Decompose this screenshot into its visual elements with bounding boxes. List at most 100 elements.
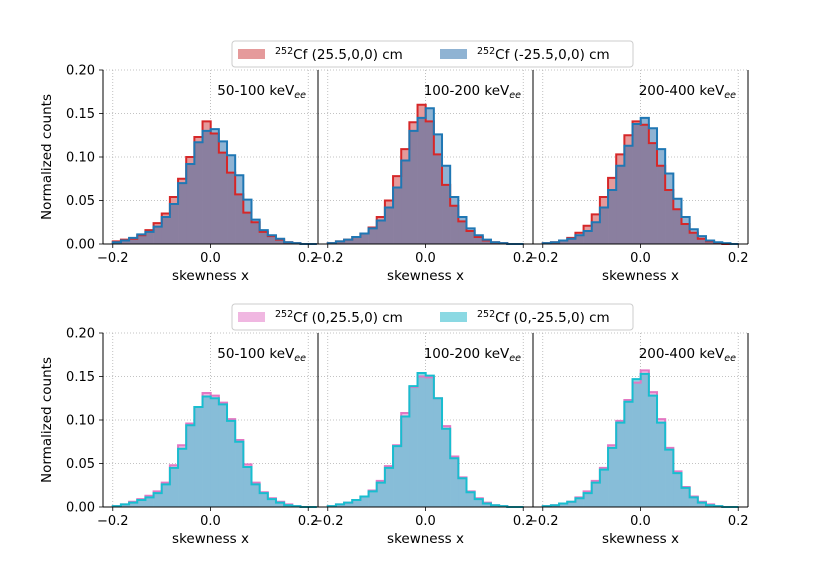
hist-bar-overlap (442, 428, 451, 507)
hist-bar-overlap (227, 172, 236, 244)
hist-bar-overlap (648, 395, 658, 507)
y-tick-label: 0.05 (66, 194, 95, 209)
y-tick-label: 0.10 (66, 414, 95, 429)
hist-bar-series-a (376, 217, 386, 221)
hist-bar-overlap (689, 497, 699, 507)
legend-entry-label: 252Cf (25.5,0,0) cm (275, 46, 403, 63)
panel-label: 200-400 keVee (639, 83, 736, 101)
hist-bar-overlap (169, 203, 179, 244)
hist-bar-series-a (640, 370, 650, 374)
hist-bar-overlap (137, 500, 146, 507)
hist-bar-series-b (417, 373, 426, 377)
legend-text: Cf (25.5,0,0) cm (293, 47, 403, 63)
hist-bar-overlap (401, 160, 410, 244)
x-tick-label: 0.2 (728, 251, 749, 266)
legend-frame (231, 303, 634, 331)
hist-bar-overlap (458, 478, 467, 507)
panel-label: 100-200 keVee (424, 83, 521, 101)
hist-bar-overlap (137, 235, 146, 244)
panel-label: 50-100 keVee (217, 346, 306, 364)
hist-bar-overlap (657, 165, 666, 244)
hist-step-series-1 (326, 372, 524, 508)
hist-bar-series-a (186, 157, 195, 164)
legend-sup: 252 (477, 309, 495, 320)
hist-bar-overlap (433, 398, 443, 507)
x-tick-label: 0.2 (513, 251, 534, 266)
hist-bar-overlap (559, 240, 568, 244)
hist-bar-series-b (210, 129, 220, 134)
hist-bar-overlap (178, 448, 187, 507)
hist-bar-overlap (575, 498, 584, 507)
hist-bar-overlap (169, 467, 179, 507)
hist-bar-series-a (442, 426, 451, 429)
hist-bar-series-a (202, 121, 211, 131)
hist-bar-overlap (697, 238, 707, 244)
hist-step-series-1 (111, 128, 317, 245)
hist-bar-overlap (267, 499, 277, 507)
x-tick-label: −0.2 (97, 251, 129, 266)
hist-bar-overlap (697, 502, 707, 507)
hist-bar-overlap (393, 446, 402, 507)
hist-bar-series-b (442, 165, 451, 185)
hist-bar-overlap (344, 239, 353, 244)
hist-bar-overlap (251, 222, 260, 244)
hist-bar-series-a (384, 200, 394, 208)
hist-bar-overlap (442, 184, 451, 244)
hist-bar-overlap (360, 233, 369, 244)
hist-bar-overlap (673, 473, 682, 507)
hist-bar-overlap (616, 422, 625, 507)
hist-bar-overlap (567, 238, 576, 244)
hist-bar-overlap (186, 163, 195, 244)
x-axis-label: skewness x (172, 531, 249, 547)
hist-bar-overlap (466, 492, 475, 507)
hist-step-series-1 (541, 372, 739, 508)
hist-bar-overlap (599, 469, 609, 507)
panel-label: 200-400 keVee (639, 346, 736, 364)
hist-bar-overlap (243, 466, 252, 507)
hist-bar-series-a (161, 213, 171, 218)
hist-bar-overlap (624, 401, 633, 507)
legend-entry-label: 252Cf (-25.5,0,0) cm (477, 46, 610, 63)
hist-bar-series-a (657, 419, 666, 423)
hist-bar-overlap (376, 482, 386, 507)
hist-bar-series-b (251, 219, 260, 223)
y-tick-label: 0.20 (66, 64, 95, 79)
hist-bar-overlap (425, 121, 435, 244)
y-tick-label: 0.10 (66, 151, 95, 166)
hist-bar-overlap (458, 221, 467, 244)
hist-bar-series-b (648, 128, 658, 144)
hist-bar-overlap (433, 154, 443, 244)
hist-bar-series-a (194, 136, 203, 143)
panel-label-sub: ee (724, 353, 736, 364)
hist-bar-series-a (624, 135, 633, 146)
hist-bar-overlap (335, 504, 345, 507)
hist-bar-overlap (648, 143, 658, 244)
x-tick-label: 0.0 (630, 514, 651, 529)
hist-bar-overlap (640, 373, 650, 507)
legend-text: Cf (0,25.5,0) cm (293, 310, 403, 326)
hist-bar-series-b (673, 198, 682, 210)
hist-bar-overlap (218, 404, 228, 507)
hist-bar-overlap (681, 487, 690, 507)
panel-0-1: −0.2 0.0 0.2 skewness x 100-200 keVee (312, 69, 534, 284)
hist-step-series-1 (541, 116, 739, 245)
hist-bar-overlap (178, 183, 187, 244)
hist-bar-overlap (384, 467, 394, 507)
hist-bar-overlap (368, 228, 378, 244)
hist-bar-overlap (194, 406, 203, 507)
hist-bar-overlap (129, 502, 138, 507)
hist-bar-series-a (608, 177, 617, 191)
panel-label-main: 50-100 keV (217, 83, 295, 99)
hist-bar-overlap (210, 398, 220, 507)
hist-bar-overlap (450, 458, 459, 507)
hist-bar-series-b (640, 117, 650, 125)
hist-bar-series-b (235, 175, 244, 195)
hist-bar-overlap (368, 491, 378, 507)
hist-bar-overlap (616, 165, 625, 244)
legend-sup: 252 (275, 309, 293, 320)
x-tick-label: 0.0 (200, 251, 221, 266)
panel-label-sub: ee (294, 90, 306, 101)
hist-bar-overlap (145, 497, 154, 507)
panel-1-0: −0.2 0.0 0.2 skewness x 50-100 keVee (97, 332, 319, 547)
